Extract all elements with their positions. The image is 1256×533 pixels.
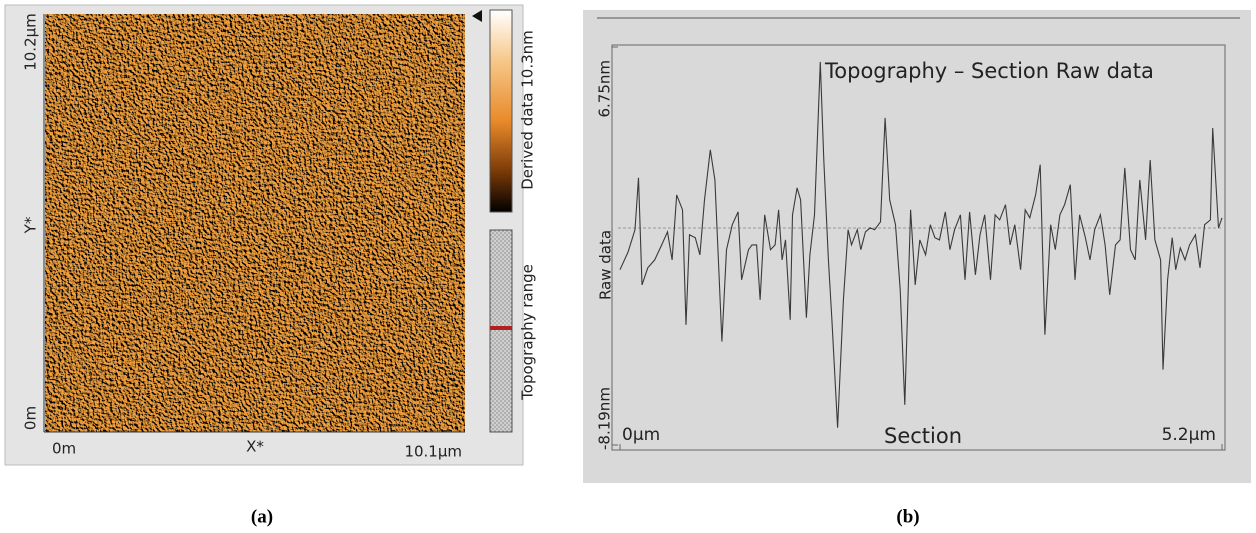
y-axis-title: Raw data	[597, 230, 615, 300]
caption: (b)	[896, 506, 919, 527]
colorbar-label: Derived data 10.3nm	[519, 30, 537, 190]
range-label: Topography range	[519, 264, 537, 401]
y-label: Y*	[22, 216, 40, 234]
y-label: 10.2µm	[22, 13, 40, 71]
caption: (a)	[251, 506, 273, 527]
x-label: X*	[246, 438, 264, 456]
x-tick-label: 5.2µm	[1162, 425, 1216, 445]
chart-title: Topography – Section Raw data	[824, 59, 1154, 83]
panel-b-frame	[583, 10, 1251, 483]
y-label: 0m	[22, 406, 40, 430]
y-tick-label: 6.75nm	[596, 60, 614, 118]
x-axis-title: Section	[884, 424, 962, 448]
plot-frame	[611, 44, 1226, 451]
range-bar	[489, 229, 513, 433]
marker	[472, 10, 482, 22]
afm-image	[45, 14, 465, 432]
x-label: 0m	[52, 440, 76, 458]
profile-line	[619, 61, 1223, 428]
colorbar	[489, 9, 513, 213]
x-label: 10.1µm	[404, 443, 462, 461]
range-marker	[490, 326, 512, 330]
x-tick-label: 0µm	[622, 425, 660, 445]
y-tick-label: -8.19nm	[596, 387, 614, 450]
